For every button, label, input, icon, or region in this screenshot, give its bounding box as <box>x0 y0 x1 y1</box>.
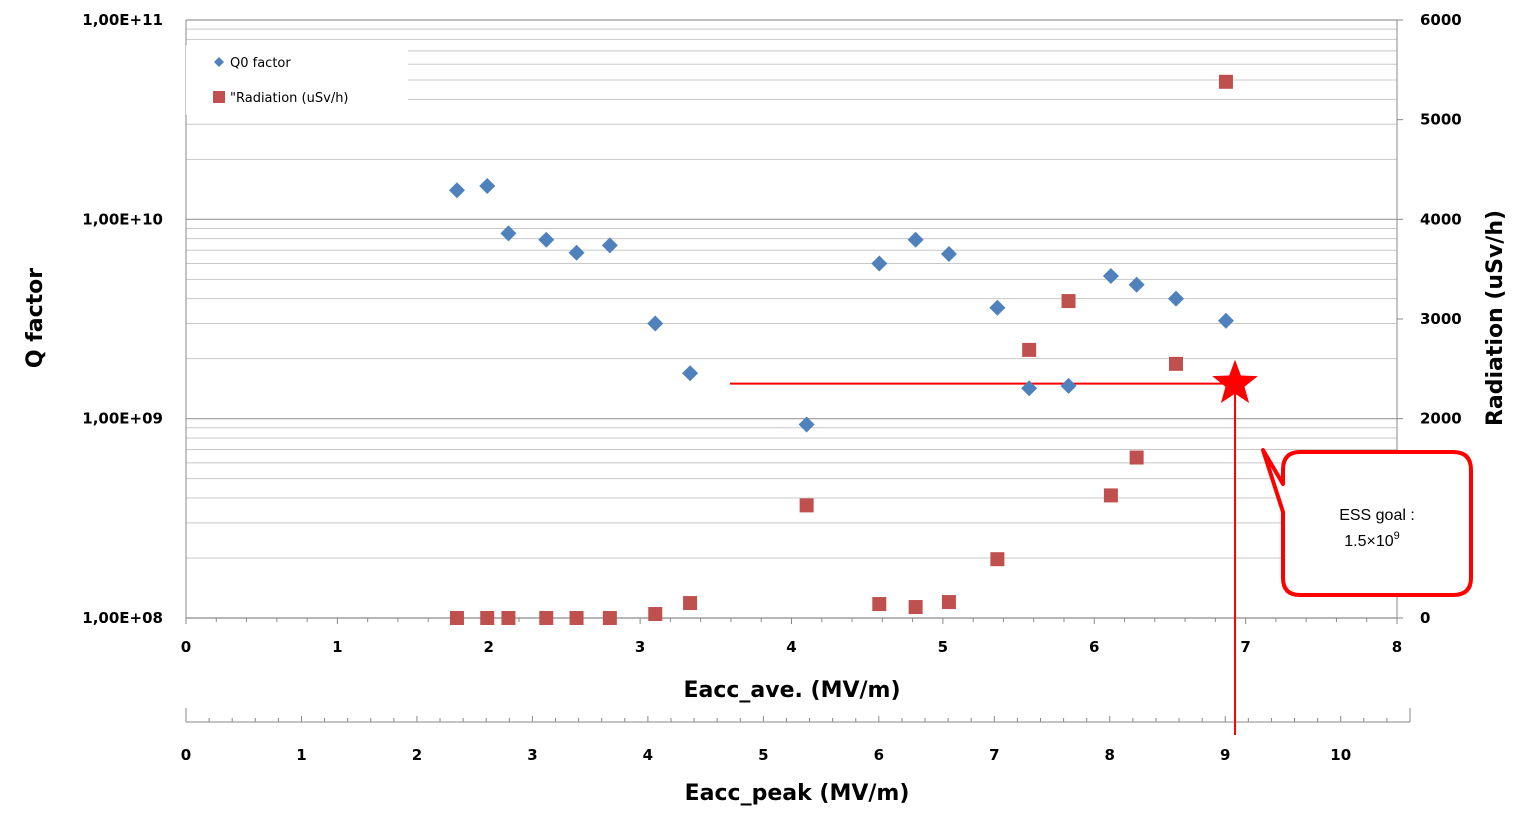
radiation-data-point <box>648 607 663 622</box>
radiation-data-point <box>602 611 617 625</box>
q0-data-point <box>1217 312 1234 329</box>
x-primary-tick-label: 7 <box>1240 638 1250 656</box>
q0-data-point <box>500 225 517 242</box>
radiation-data-point <box>449 611 464 625</box>
tick-labels: 0 1 2 3 4 5 6 7 80 1 2 3 4 5 6 7 8 9 101,00E+081,00E+091,0… <box>82 11 1461 764</box>
x-primary-tick-label: 2 <box>484 638 494 656</box>
q0-data-point <box>940 246 957 263</box>
y-left-axis-title: Q factor <box>23 268 48 368</box>
q0-data-point <box>1021 380 1038 397</box>
y-right-tick-label: 6000 <box>1420 11 1462 29</box>
y-right-tick-label: 5000 <box>1420 111 1462 129</box>
series-radiation <box>449 74 1233 625</box>
y-right-axis-title: Radiation (uSv/h) <box>1483 210 1508 426</box>
callout-text-exponent: 9 <box>1394 530 1400 542</box>
q0-data-point <box>871 255 888 272</box>
radiation-data-point <box>569 611 584 625</box>
q0-data-point <box>1167 290 1184 307</box>
callout-text-base: 1.5×10 <box>1344 533 1393 550</box>
goal-guide-lines <box>730 382 1237 735</box>
radiation-data-point <box>539 611 554 625</box>
radiation-data-point <box>1168 356 1183 371</box>
y-left-tick-label: 1,00E+10 <box>82 210 163 228</box>
x-primary-tick-label: 8 <box>1392 638 1402 656</box>
q0-data-point <box>798 416 815 433</box>
radiation-data-point <box>1022 342 1037 357</box>
x-primary-tick-label: 4 <box>786 638 796 656</box>
callout-text-line2: 1.5×109 <box>1344 530 1400 550</box>
q0-data-point <box>907 231 924 248</box>
x-primary-tick-label: 3 <box>635 638 645 656</box>
x-secondary-axis-title: Eacc_peak (MV/m) <box>685 781 910 806</box>
x-secondary-tick-label: 9 <box>1220 746 1230 764</box>
x-secondary-tick-label: 1 <box>296 746 306 764</box>
y-right-tick-label: 2000 <box>1420 410 1462 428</box>
q0-data-point <box>682 365 699 382</box>
ess-goal-callout: ESS goal : 1.5×109 <box>1261 448 1473 597</box>
radiation-data-point <box>501 611 516 625</box>
radiation-data-point <box>799 498 814 513</box>
q0-data-point <box>647 315 664 332</box>
y-right-tick-label: 0 <box>1420 609 1430 627</box>
q0-data-point <box>1102 267 1119 284</box>
x-secondary-tick-label: 7 <box>989 746 999 764</box>
q0-data-point <box>568 244 585 261</box>
radiation-data-point <box>1061 294 1076 309</box>
series-q0-factor <box>448 177 1234 433</box>
radiation-data-point <box>1218 74 1233 89</box>
x-secondary-tick-label: 10 <box>1330 746 1351 764</box>
y-right-tick-label: 3000 <box>1420 310 1462 328</box>
axes <box>185 19 1411 723</box>
q0-data-point <box>448 182 465 199</box>
radiation-data-point <box>941 595 956 610</box>
x-secondary-tick-label: 5 <box>758 746 768 764</box>
q0-data-point <box>538 231 555 248</box>
radiation-data-point <box>683 596 698 611</box>
legend: Q0 factor "Radiation (uSv/h) <box>186 45 408 115</box>
radiation-data-point <box>1129 450 1144 465</box>
legend-box <box>186 45 408 115</box>
x-primary-axis-title: Eacc_ave. (MV/m) <box>683 678 900 703</box>
legend-radiation-marker <box>213 91 225 103</box>
q0-data-point <box>479 177 496 194</box>
y-left-tick-label: 1,00E+09 <box>82 410 163 428</box>
radiation-data-point <box>990 552 1005 567</box>
grid <box>186 19 1397 619</box>
x-secondary-tick-label: 6 <box>874 746 884 764</box>
goal-star-layer <box>1212 359 1258 403</box>
legend-q0-label: Q0 factor <box>230 56 291 71</box>
radiation-data-point <box>908 600 923 615</box>
q0-data-point <box>601 237 618 254</box>
y-left-tick-label: 1,00E+08 <box>82 609 163 627</box>
x-secondary-tick-label: 4 <box>643 746 653 764</box>
radiation-data-point <box>872 597 887 612</box>
x-secondary-tick-label: 8 <box>1105 746 1115 764</box>
q0-data-point <box>1060 377 1077 394</box>
radiation-data-point <box>480 611 495 625</box>
goal-star-marker <box>1212 359 1258 403</box>
x-secondary-tick-label: 3 <box>527 746 537 764</box>
x-primary-tick-label: 1 <box>332 638 342 656</box>
y-right-tick-label: 4000 <box>1420 210 1462 228</box>
x-primary-tick-label: 0 <box>181 638 191 656</box>
x-secondary-tick-label: 0 <box>181 746 191 764</box>
legend-q0-marker <box>214 57 224 67</box>
axis-titles: Eacc_ave. (MV/m) Eacc_peak (MV/m) Q fact… <box>23 210 1508 806</box>
x-primary-tick-label: 6 <box>1089 638 1099 656</box>
legend-radiation-label: "Radiation (uSv/h) <box>230 91 349 106</box>
q0-data-point <box>989 299 1006 316</box>
x-secondary-tick-label: 2 <box>412 746 422 764</box>
callout-bubble <box>1261 448 1473 597</box>
x-primary-tick-label: 5 <box>938 638 948 656</box>
callout-text-line1: ESS goal : <box>1339 507 1415 524</box>
radiation-data-point <box>1103 488 1118 503</box>
q0-data-point <box>1128 276 1145 293</box>
y-left-tick-label: 1,00E+11 <box>82 11 163 29</box>
